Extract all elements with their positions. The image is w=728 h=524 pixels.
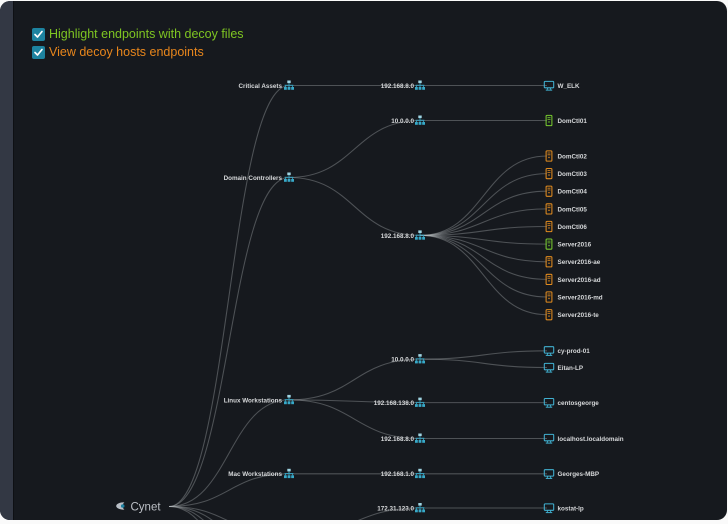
svg-text:Domain Controllers: Domain Controllers: [224, 175, 283, 182]
svg-text:192.168.8.0: 192.168.8.0: [381, 83, 415, 90]
svg-text:192.168.8.0: 192.168.8.0: [381, 436, 415, 443]
svg-text:Mac Workstations: Mac Workstations: [228, 471, 282, 478]
svg-text:Server2016-ad: Server2016-ad: [558, 277, 601, 284]
svg-text:kostat-lp: kostat-lp: [558, 505, 584, 512]
svg-text:DomCtl03: DomCtl03: [558, 171, 588, 178]
svg-text:W_ELK: W_ELK: [558, 83, 580, 90]
svg-text:172.31.123.0: 172.31.123.0: [377, 505, 414, 512]
svg-text:192.168.138.0: 192.168.138.0: [374, 400, 415, 407]
svg-text:10.0.0.0: 10.0.0.0: [391, 357, 414, 364]
svg-text:Server2016: Server2016: [558, 242, 592, 249]
svg-text:DomCtl05: DomCtl05: [558, 206, 588, 213]
svg-text:Georges-MBP: Georges-MBP: [558, 471, 600, 478]
svg-text:Critical Assets: Critical Assets: [238, 83, 282, 90]
svg-text:Server2016-te: Server2016-te: [558, 312, 600, 319]
svg-text:centosgeorge: centosgeorge: [558, 400, 600, 407]
svg-text:DomCtl04: DomCtl04: [558, 189, 588, 196]
svg-text:DomCtl06: DomCtl06: [558, 224, 588, 231]
svg-text:localhost.localdomain: localhost.localdomain: [558, 436, 624, 443]
svg-text:Server2016-ae: Server2016-ae: [558, 259, 601, 266]
svg-text:DomCtl02: DomCtl02: [558, 153, 588, 160]
svg-text:Cynet: Cynet: [131, 502, 162, 514]
svg-text:cy-prod-01: cy-prod-01: [558, 348, 591, 355]
svg-text:Linux Workstations: Linux Workstations: [224, 397, 283, 404]
svg-text:Server2016-md: Server2016-md: [558, 294, 603, 301]
svg-text:192.168.8.0: 192.168.8.0: [381, 233, 415, 240]
svg-text:192.168.1.0: 192.168.1.0: [381, 471, 415, 478]
svg-text:DomCtl01: DomCtl01: [558, 118, 588, 125]
svg-text:10.0.0.0: 10.0.0.0: [391, 118, 414, 125]
svg-text:Eitan-LP: Eitan-LP: [558, 365, 584, 372]
